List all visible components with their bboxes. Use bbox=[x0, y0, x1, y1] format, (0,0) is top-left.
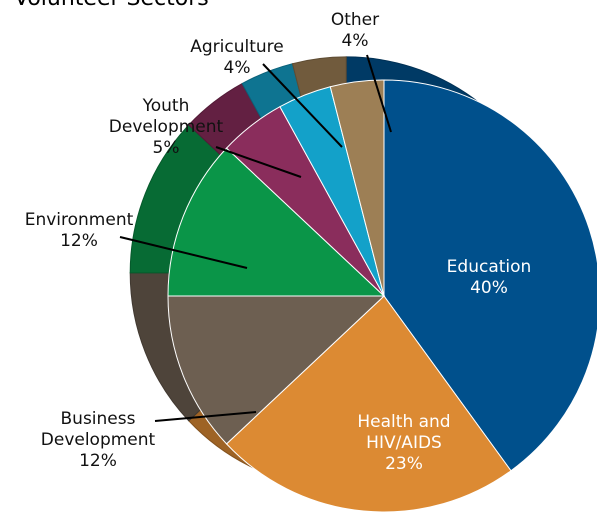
pie-slice-business-development bbox=[167, 295, 386, 445]
slice-label-business-development-line-2: Development bbox=[41, 430, 156, 450]
slice-value-youth-development: 5% bbox=[153, 138, 180, 158]
leader-line-youth-development bbox=[215, 146, 302, 178]
slice-label-agriculture: Agriculture bbox=[190, 37, 284, 57]
slice-value-business-development: 12% bbox=[79, 451, 117, 471]
leader-line-agriculture bbox=[262, 63, 343, 148]
chart-title: Volunteer Sectors bbox=[14, 0, 209, 11]
pie-slice-layer bbox=[167, 79, 597, 513]
pie-slice-other bbox=[329, 79, 385, 297]
leader-lines bbox=[119, 54, 392, 422]
slice-label-youth-development-line-1: Youth bbox=[142, 96, 190, 116]
leader-line-business-development bbox=[154, 411, 257, 422]
slice-value-health-and-hiv-aids: 23% bbox=[385, 454, 423, 474]
slice-label-youth-development-line-2: Development bbox=[109, 117, 224, 137]
pie-slice-environment bbox=[167, 147, 386, 297]
leader-line-other bbox=[366, 54, 392, 133]
slice-label-health-and-hiv-aids-line-1: Health and bbox=[357, 412, 450, 432]
slice-value-education: 40% bbox=[470, 278, 508, 298]
pie-slice-health-and-hiv-aids bbox=[225, 295, 512, 513]
leader-line-environment bbox=[119, 236, 248, 269]
slice-label-education: Education bbox=[447, 257, 532, 277]
slice-label-health-and-hiv-aids-line-2: HIV/AIDS bbox=[366, 433, 442, 453]
slice-value-agriculture: 4% bbox=[224, 58, 251, 78]
pie-slice-education bbox=[383, 79, 597, 472]
slice-label-other: Other bbox=[331, 10, 379, 30]
slice-label-environment: Environment bbox=[25, 210, 134, 230]
slice-value-environment: 12% bbox=[60, 231, 98, 251]
slice-label-business-development-line-1: Business bbox=[61, 409, 136, 429]
slice-value-other: 4% bbox=[342, 31, 369, 51]
